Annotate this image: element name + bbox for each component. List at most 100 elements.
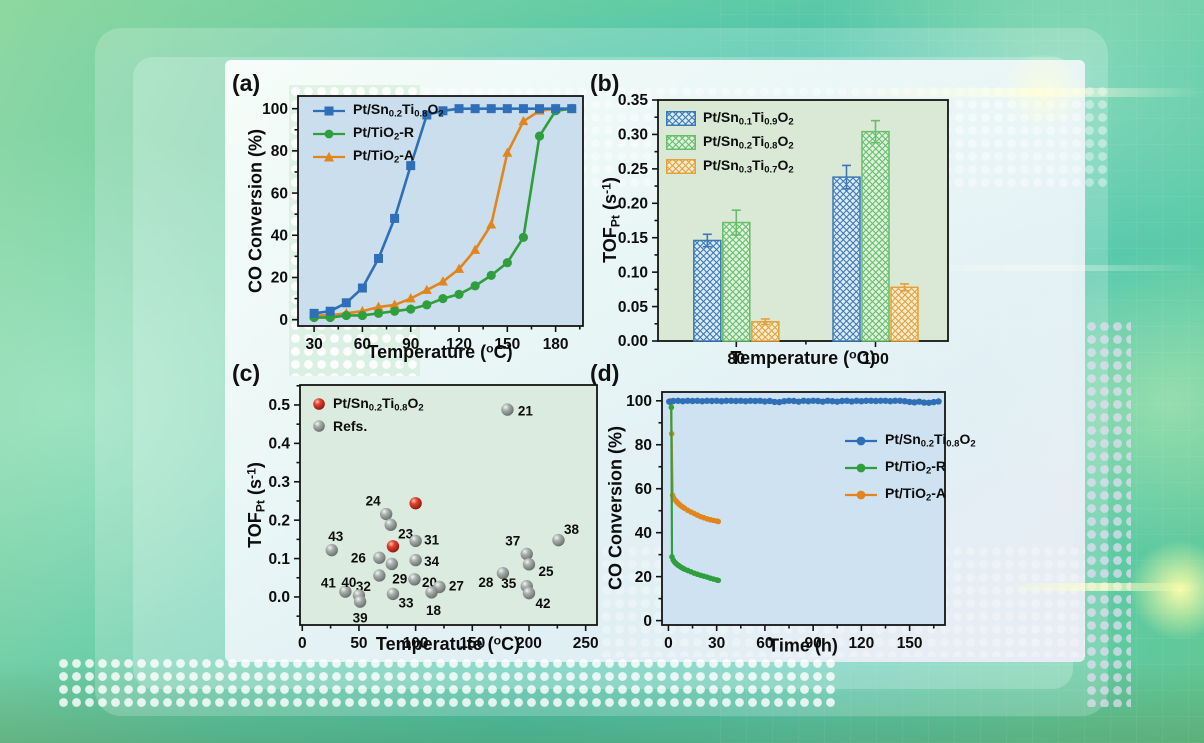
panel-b-label: (b) xyxy=(590,70,620,96)
panel-d-stability-chart: 0 30 60 90 120 150 0 20 40 60 80 100 xyxy=(626,391,946,652)
svg-text:0.3: 0.3 xyxy=(268,474,290,491)
svg-text:0.20: 0.20 xyxy=(618,195,648,212)
svg-text:150: 150 xyxy=(459,635,485,652)
legend-label: Pt/Sn0.2Ti0.8O2 xyxy=(353,101,444,120)
panel-d-yaxis-label: CO Conversion (%) xyxy=(605,425,626,591)
svg-text:120: 120 xyxy=(848,635,874,652)
legend-label: Pt/TiO2-R xyxy=(885,458,947,477)
dot-pattern-bottom xyxy=(57,657,837,707)
svg-text:60: 60 xyxy=(354,336,371,353)
panel-a-yaxis-label: CO Conversion (%) xyxy=(245,128,266,294)
glow-spot-top xyxy=(995,55,1091,125)
panel-c-xaxis-label: Temperatute (oC) xyxy=(375,633,521,654)
light-streak-bottom xyxy=(1000,583,1204,591)
panel-a-xaxis-label: Temperature (oC) xyxy=(367,341,513,362)
glow-spot-right xyxy=(1128,538,1204,642)
legend-label: Pt/Sn0.1Ti0.9O2 xyxy=(703,108,794,128)
svg-text:20: 20 xyxy=(271,270,288,287)
svg-text:0.00: 0.00 xyxy=(618,333,648,350)
svg-text:80: 80 xyxy=(271,143,288,160)
svg-text:50: 50 xyxy=(350,635,367,652)
svg-text:40: 40 xyxy=(341,575,356,590)
panel-b-yaxis-label: TOFPt (s-1) xyxy=(599,177,623,263)
panel-d-xaxis-label: Time (h) xyxy=(768,635,838,656)
svg-text:35: 35 xyxy=(501,576,517,591)
panel-a-label: (a) xyxy=(232,70,261,96)
svg-text:29: 29 xyxy=(392,572,407,587)
legend-label: Pt/Sn0.3Ti0.7O2 xyxy=(703,156,794,176)
svg-text:20: 20 xyxy=(635,569,652,586)
svg-text:28: 28 xyxy=(478,575,494,590)
legend-entry: Pt/Sn0.2Ti0.8O2 xyxy=(312,99,444,122)
legend-entry: Pt/Sn0.3Ti0.7O2 xyxy=(666,154,794,178)
legend-label: Pt/TiO2-A xyxy=(353,147,415,166)
svg-text:34: 34 xyxy=(424,554,440,569)
legend-label: Pt/TiO2-R xyxy=(353,124,415,143)
svg-text:120: 120 xyxy=(446,336,472,353)
legend-entry: Pt/Sn0.2Ti0.8O2 xyxy=(666,130,794,154)
legend-entry: Pt/TiO2-R xyxy=(312,122,444,145)
svg-text:100: 100 xyxy=(862,351,889,368)
svg-text:60: 60 xyxy=(635,481,652,498)
legend-entry: Refs. xyxy=(312,415,424,437)
svg-text:0: 0 xyxy=(643,613,652,630)
svg-text:60: 60 xyxy=(271,185,288,202)
svg-text:0.4: 0.4 xyxy=(268,436,290,453)
svg-text:0.15: 0.15 xyxy=(618,230,649,247)
svg-text:26: 26 xyxy=(351,551,367,566)
panel-d-label: (d) xyxy=(590,360,620,386)
svg-text:21: 21 xyxy=(518,403,534,418)
svg-text:42: 42 xyxy=(535,596,550,611)
svg-text:250: 250 xyxy=(573,635,599,652)
svg-text:200: 200 xyxy=(516,635,542,652)
svg-text:24: 24 xyxy=(366,494,382,509)
svg-text:30: 30 xyxy=(305,336,322,353)
svg-text:23: 23 xyxy=(398,526,414,541)
svg-text:100: 100 xyxy=(262,101,288,118)
svg-text:30: 30 xyxy=(708,635,725,652)
panel-b-xaxis-label: Temperature (oC) xyxy=(730,347,876,368)
svg-text:0.0: 0.0 xyxy=(268,589,290,606)
svg-text:100: 100 xyxy=(403,635,429,652)
panel-b-tof-bar-chart: 80 100 0.00 0.05 0.10 0.15 0.20 0.25 0.30 0.35 xyxy=(618,92,949,368)
svg-text:37: 37 xyxy=(505,534,520,549)
svg-text:0: 0 xyxy=(279,312,288,329)
svg-text:80: 80 xyxy=(727,351,745,368)
svg-text:150: 150 xyxy=(897,635,923,652)
svg-text:0.05: 0.05 xyxy=(618,299,649,316)
svg-text:41: 41 xyxy=(321,575,337,590)
legend-entry: Pt/TiO2-A xyxy=(844,481,976,508)
legend-entry: Pt/Sn0.2Ti0.8O2 xyxy=(312,393,424,415)
svg-text:0.1: 0.1 xyxy=(268,551,290,568)
panel-b-legend: Pt/Sn0.1Ti0.9O2 Pt/Sn0.2Ti0.8O2 Pt/Sn0.3Ti… xyxy=(666,106,794,178)
legend-label: Pt/Sn0.2Ti0.8O2 xyxy=(885,431,976,450)
svg-text:43: 43 xyxy=(328,529,344,544)
svg-text:0.5: 0.5 xyxy=(268,397,290,414)
light-streak-middle xyxy=(900,265,1204,271)
svg-text:27: 27 xyxy=(449,579,464,594)
svg-text:100: 100 xyxy=(626,393,652,410)
svg-text:40: 40 xyxy=(271,227,288,244)
svg-text:40: 40 xyxy=(635,525,652,542)
svg-text:60: 60 xyxy=(756,635,773,652)
svg-text:39: 39 xyxy=(353,610,368,625)
svg-text:0.10: 0.10 xyxy=(618,264,648,281)
svg-text:180: 180 xyxy=(543,336,569,353)
svg-text:25: 25 xyxy=(538,564,554,579)
svg-text:0: 0 xyxy=(664,635,673,652)
panel-c-legend: Pt/Sn0.2Ti0.8O2 Refs. xyxy=(312,393,424,437)
panel-a-legend: Pt/Sn0.2Ti0.8O2 Pt/TiO2-R Pt/TiO2-A xyxy=(312,99,444,168)
svg-text:0: 0 xyxy=(298,635,307,652)
panel-a-light-off-curve-chart: 30 60 90 120 150 180 0 20 40 60 80 100 xyxy=(262,95,584,353)
svg-text:0.35: 0.35 xyxy=(618,92,649,109)
svg-text:18: 18 xyxy=(426,603,442,618)
legend-label: Pt/Sn0.2Ti0.8O2 xyxy=(333,394,424,414)
svg-text:0.25: 0.25 xyxy=(618,161,649,178)
svg-text:33: 33 xyxy=(398,596,414,611)
legend-entry: Pt/TiO2-A xyxy=(312,145,444,168)
svg-text:150: 150 xyxy=(494,336,520,353)
svg-text:31: 31 xyxy=(424,533,440,548)
svg-text:38: 38 xyxy=(564,522,580,537)
svg-text:80: 80 xyxy=(635,437,652,454)
legend-entry: Pt/Sn0.1Ti0.9O2 xyxy=(666,106,794,130)
